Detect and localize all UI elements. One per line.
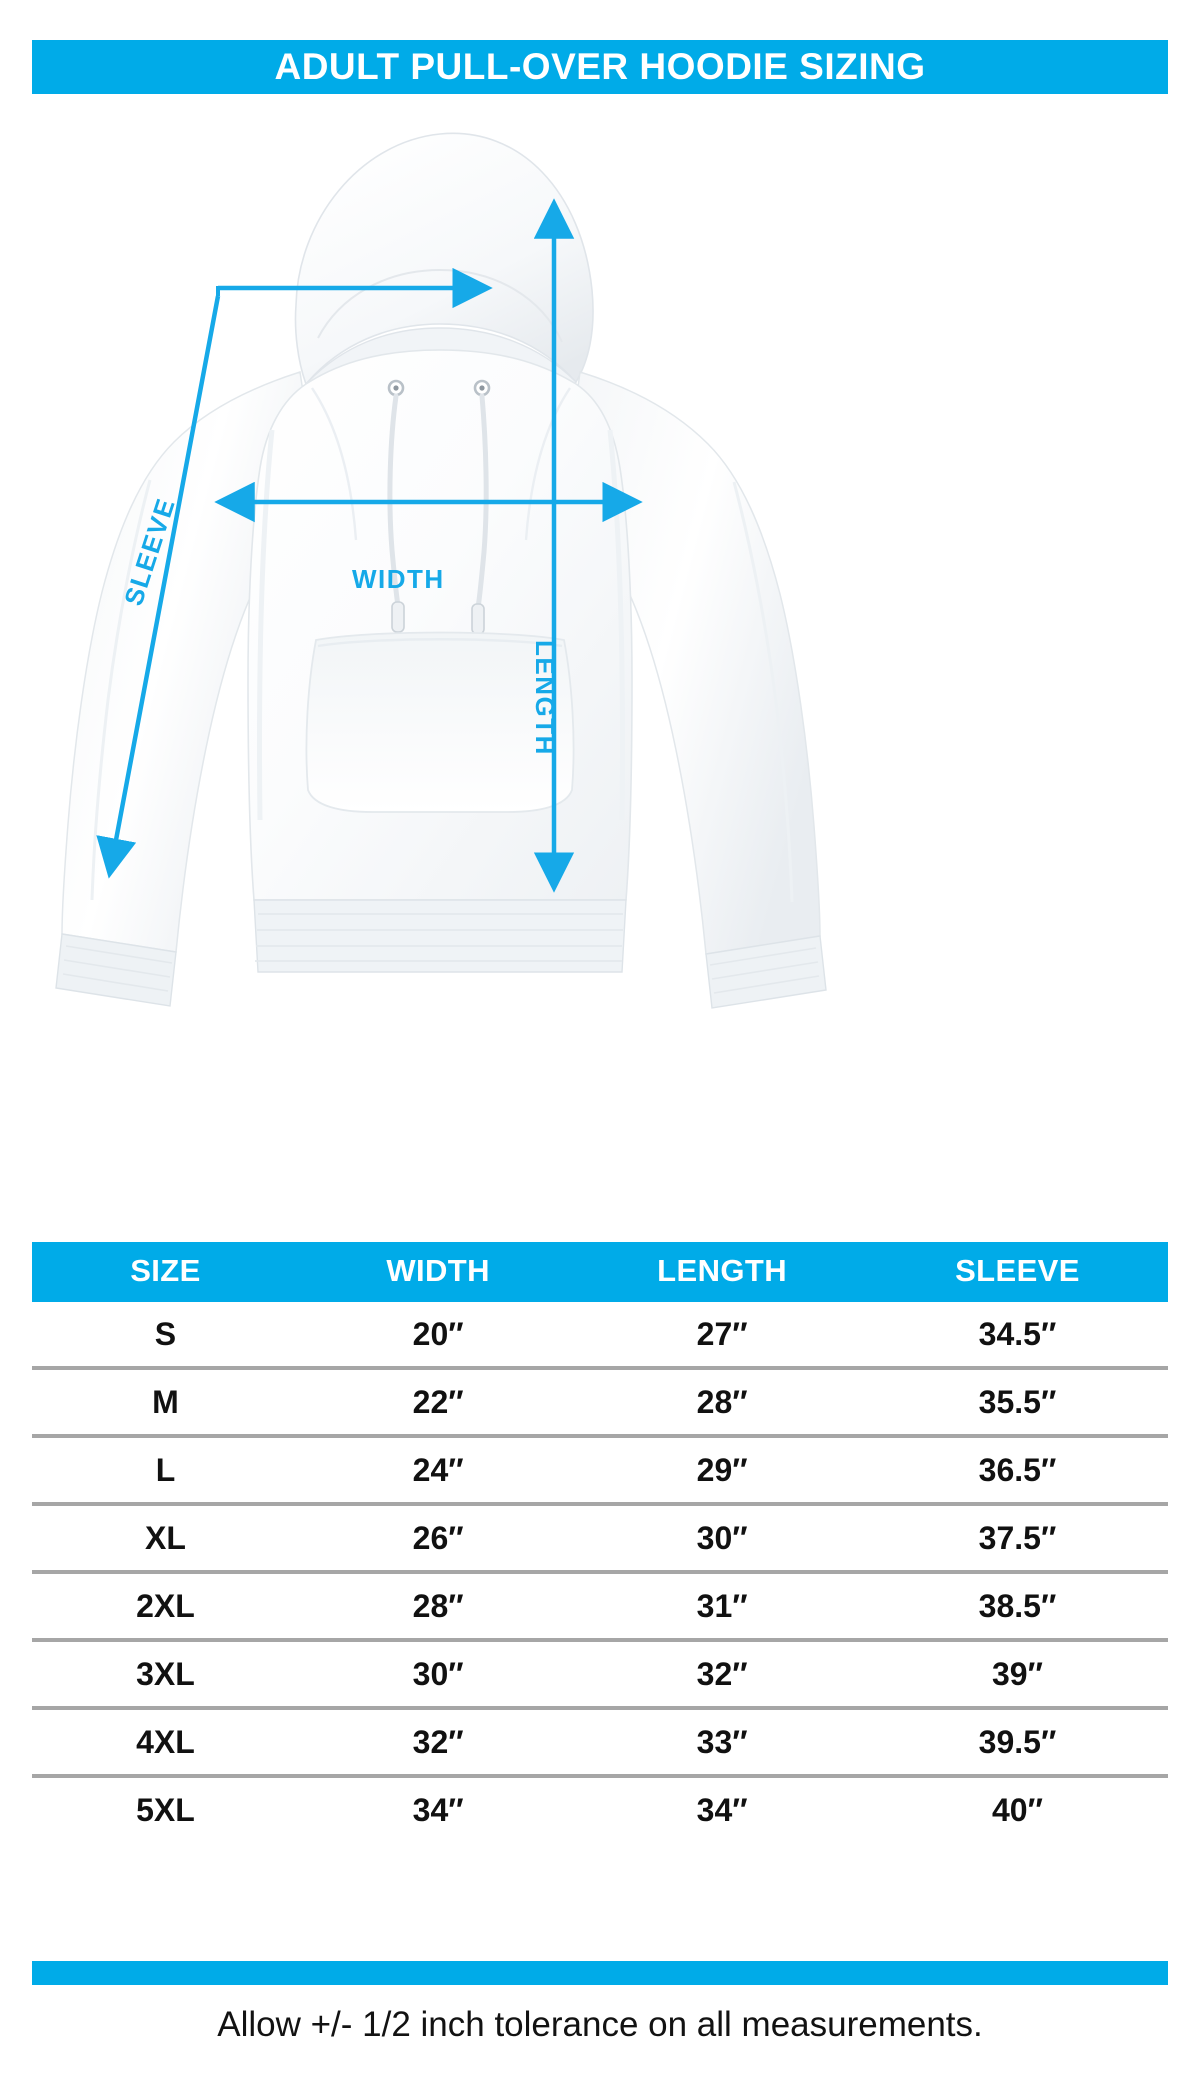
cell-size: 3XL: [32, 1640, 299, 1710]
cell-length: 31″: [577, 1572, 867, 1642]
table-row: 3XL 30″ 32″ 39″: [32, 1640, 1168, 1710]
table-row: M 22″ 28″ 35.5″: [32, 1368, 1168, 1438]
cell-width: 32″: [298, 1708, 578, 1778]
cell-sleeve: 35.5″: [866, 1368, 1168, 1438]
table-row: 5XL 34″ 34″ 40″: [32, 1776, 1168, 1842]
cell-length: 30″: [577, 1504, 867, 1574]
size-table-head: SIZE WIDTH LENGTH SLEEVE: [32, 1242, 1168, 1302]
cell-size: L: [32, 1436, 299, 1506]
table-row: L 24″ 29″ 36.5″: [32, 1436, 1168, 1506]
cell-sleeve: 37.5″: [866, 1504, 1168, 1574]
cell-length: 29″: [577, 1436, 867, 1506]
cell-width: 24″: [298, 1436, 578, 1506]
hoodie-diagram: WIDTH LENGTH SLEEVE: [0, 100, 1200, 1230]
cell-size: S: [32, 1302, 299, 1370]
cell-length: 28″: [577, 1368, 867, 1438]
column-header-sleeve: SLEEVE: [955, 1253, 1080, 1288]
table-row: XL 26″ 30″ 37.5″: [32, 1504, 1168, 1574]
cell-size: M: [32, 1368, 299, 1438]
column-header-width: WIDTH: [386, 1253, 490, 1288]
cell-size: 2XL: [32, 1572, 299, 1642]
cell-width: 28″: [298, 1572, 578, 1642]
size-table-container: SIZE WIDTH LENGTH SLEEVE S 20″ 27″ 34.5″…: [32, 1242, 1168, 1842]
header-banner: ADULT PULL-OVER HOODIE SIZING: [32, 40, 1168, 94]
size-table: SIZE WIDTH LENGTH SLEEVE S 20″ 27″ 34.5″…: [32, 1242, 1168, 1842]
cell-sleeve: 39″: [866, 1640, 1168, 1710]
cell-sleeve: 39.5″: [866, 1708, 1168, 1778]
cell-width: 34″: [412, 1792, 464, 1828]
cell-sleeve: 36.5″: [866, 1436, 1168, 1506]
cell-sleeve: 34.5″: [866, 1302, 1168, 1370]
footer-divider-bar: [32, 1961, 1168, 1985]
cell-size: 4XL: [32, 1708, 299, 1778]
cell-width: 26″: [298, 1504, 578, 1574]
table-row: S 20″ 27″ 34.5″: [32, 1302, 1168, 1370]
table-header-row: SIZE WIDTH LENGTH SLEEVE: [32, 1242, 1168, 1302]
hoodie-illustration-svg: [55, 132, 827, 1009]
column-header-length: LENGTH: [657, 1253, 788, 1288]
size-table-body: S 20″ 27″ 34.5″ M 22″ 28″ 35.5″ L 24″ 29…: [32, 1302, 1168, 1842]
cell-width: 30″: [298, 1640, 578, 1710]
cell-width: 20″: [298, 1302, 578, 1370]
tolerance-note: Allow +/- 1/2 inch tolerance on all meas…: [217, 2005, 983, 2044]
cell-length: 27″: [577, 1302, 867, 1370]
diagram-label-length: LENGTH: [530, 640, 560, 756]
cell-size: XL: [32, 1504, 299, 1574]
page-title: ADULT PULL-OVER HOODIE SIZING: [274, 46, 926, 87]
table-row: 2XL 28″ 31″ 38.5″: [32, 1572, 1168, 1642]
cell-length: 32″: [577, 1640, 867, 1710]
cell-sleeve: 40″: [992, 1792, 1043, 1828]
table-row: 4XL 32″ 33″ 39.5″: [32, 1708, 1168, 1778]
cell-sleeve: 38.5″: [866, 1572, 1168, 1642]
cell-length: 34″: [696, 1792, 748, 1828]
cell-size: 5XL: [136, 1792, 195, 1828]
diagram-label-width: WIDTH: [352, 564, 445, 594]
cell-length: 33″: [577, 1708, 867, 1778]
cell-width: 22″: [298, 1368, 578, 1438]
column-header-size: SIZE: [130, 1253, 201, 1288]
hoodie-drawcords: [387, 379, 491, 635]
